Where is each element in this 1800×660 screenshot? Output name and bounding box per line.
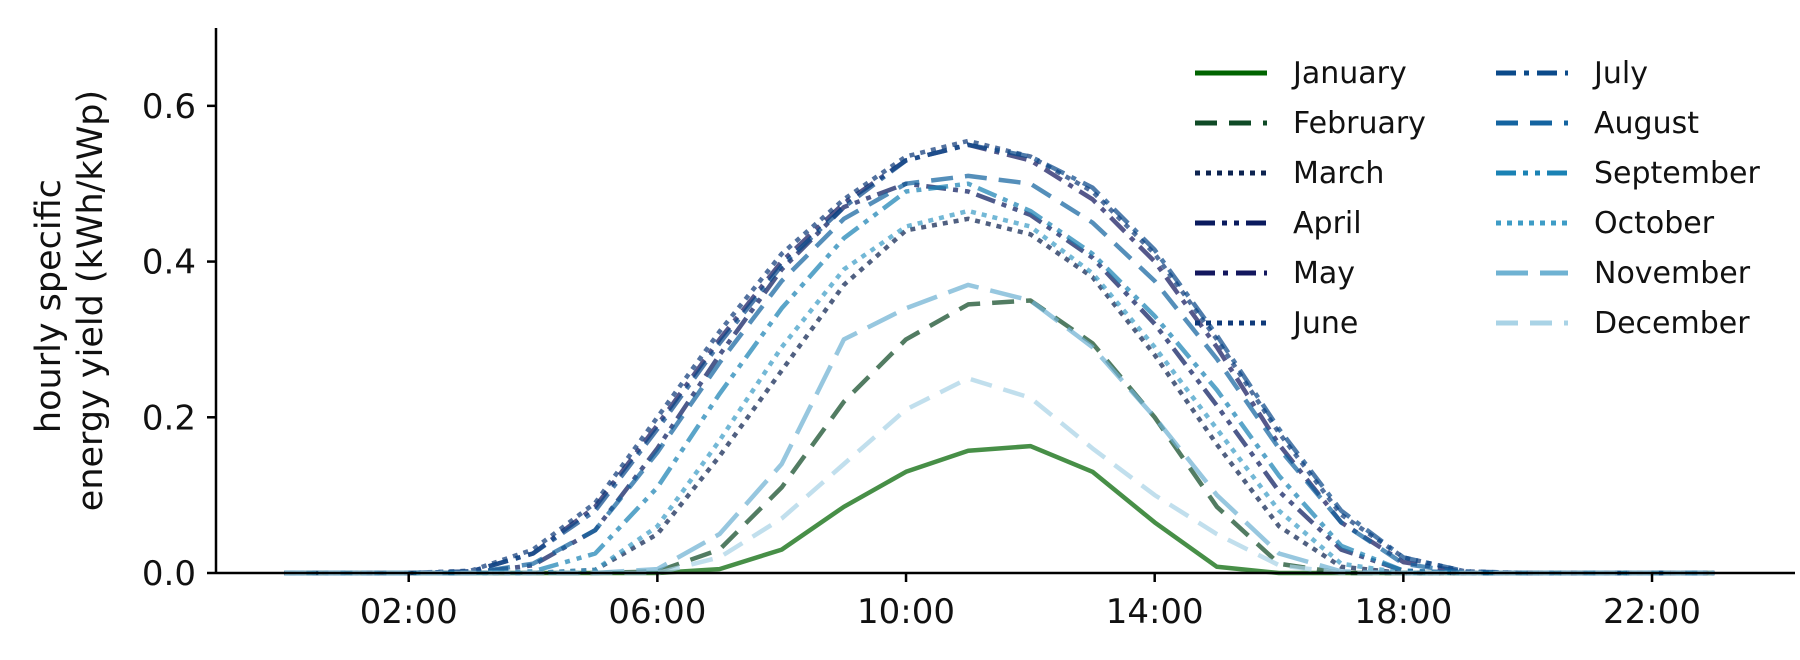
y-tick-label: 0.4	[142, 243, 196, 283]
x-tick-label: 22:00	[1603, 592, 1701, 632]
x-tick-label: 02:00	[360, 592, 458, 632]
legend-label-october: October	[1594, 206, 1715, 241]
series-line-december	[284, 376, 1715, 576]
series-line-april	[284, 181, 1715, 576]
legend-label-december: December	[1594, 306, 1750, 341]
x-axis-ticks: 02:00 06:00 10:00 14:00 18:00 22:00	[360, 573, 1701, 632]
y-tick-label: 0.2	[142, 398, 196, 438]
series-line-september	[284, 181, 1715, 576]
x-tick-label: 06:00	[608, 592, 706, 632]
legend-label-july: July	[1592, 56, 1648, 91]
y-axis-label-line-2: energy yield (kWh/kWp)	[71, 90, 111, 511]
y-axis-label-line-1: hourly specific	[29, 179, 69, 433]
legend-label-august: August	[1594, 106, 1699, 141]
legend-label-september: September	[1594, 156, 1760, 191]
x-tick-label: 14:00	[1106, 592, 1204, 632]
series-line-november	[284, 282, 1715, 576]
legend-label-february: February	[1293, 106, 1426, 141]
series-line-october	[284, 208, 1715, 576]
plot-area	[284, 138, 1715, 576]
series-line-january	[284, 443, 1715, 576]
y-tick-label: 0.6	[142, 87, 196, 127]
x-tick-label: 10:00	[857, 592, 955, 632]
legend-label-may: May	[1293, 256, 1355, 291]
legend-label-march: March	[1293, 156, 1384, 191]
y-axis-ticks: 0.0 0.2 0.4 0.6	[142, 87, 216, 594]
legend: January February March April May June July Augu…	[1195, 56, 1760, 341]
series-line-july	[284, 142, 1715, 576]
legend-label-november: November	[1594, 256, 1751, 291]
x-tick-label: 18:00	[1354, 592, 1452, 632]
y-tick-label: 0.0	[142, 554, 196, 594]
legend-label-january: January	[1291, 56, 1407, 91]
series-line-june	[284, 138, 1715, 576]
legend-label-april: April	[1293, 206, 1362, 241]
legend-label-june: June	[1291, 306, 1358, 341]
axes	[214, 28, 1795, 575]
series-line-february	[284, 298, 1715, 576]
y-axis-label: hourly specific energy yield (kWh/kWp)	[29, 90, 111, 511]
series-line-august	[284, 173, 1715, 576]
series-line-may	[284, 142, 1715, 576]
